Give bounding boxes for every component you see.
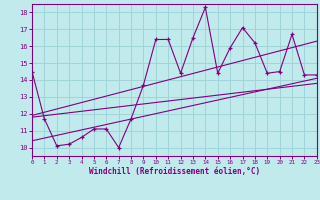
X-axis label: Windchill (Refroidissement éolien,°C): Windchill (Refroidissement éolien,°C) bbox=[89, 167, 260, 176]
